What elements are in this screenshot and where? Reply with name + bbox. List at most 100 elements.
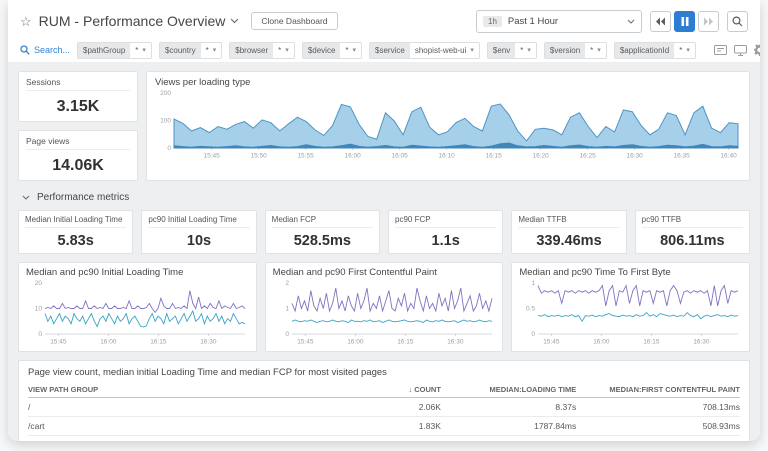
svg-text:15:45: 15:45 (50, 339, 67, 346)
table-cell-value: 2.06K (418, 402, 441, 412)
section-chevron-down-icon (22, 195, 30, 200)
svg-text:16:35: 16:35 (673, 153, 690, 160)
col-count[interactable]: ↓ COUNT (408, 385, 441, 394)
table-cell-value: 1.83K (418, 421, 441, 431)
fcp-chart-title: Median and pc90 First Contentful Paint (272, 267, 437, 278)
filter-chip-applicationId[interactable]: $applicationId * ▾ (613, 41, 696, 59)
table-header-row: VIEW PATH GROUP ↓ COUNT MEDIAN:LOADING TI… (28, 383, 740, 398)
svg-text:100: 100 (160, 118, 171, 125)
fcp-chart-tile[interactable]: Median and pc90 First Contentful Paint 0… (264, 262, 504, 352)
filter-chip-key: $applicationId (614, 42, 675, 58)
svg-text:16:10: 16:10 (438, 153, 455, 160)
filter-chip-service[interactable]: $service shopist-web-ui ▾ (369, 41, 480, 59)
gear-icon[interactable] (753, 44, 760, 56)
sessions-tile[interactable]: Sessions 3.15K (18, 71, 138, 122)
svg-text:16:20: 16:20 (532, 153, 549, 160)
metric-value: 806.11ms (660, 233, 725, 249)
metric-tile[interactable]: Median TTFB 339.46ms (511, 210, 627, 254)
page-views-label: Page views (26, 136, 130, 150)
filter-chips: $pathGroup * ▾ $country * ▾ $browser * ▾ $device *… (77, 41, 696, 59)
timeframe-chevron-down-icon[interactable] (627, 19, 635, 24)
filter-chip-pathGroup[interactable]: $pathGroup * ▾ (77, 41, 152, 59)
table-cell-path: /cart (28, 421, 45, 431)
col-median-loading-time[interactable]: MEDIAN:LOADING TIME (489, 385, 577, 394)
col-view-path-group[interactable]: VIEW PATH GROUP (28, 385, 99, 394)
chevron-down-icon: ▾ (470, 46, 474, 54)
views-per-loading-type-tile[interactable]: Views per loading type 0 100 200 15:45 15:50… (146, 71, 750, 181)
presentation-icon[interactable] (713, 45, 727, 55)
clone-dashboard-button[interactable]: Clone Dashboard (251, 12, 338, 30)
metric-tile[interactable]: pc90 TTFB 806.11ms (634, 210, 750, 254)
page-views-tile[interactable]: Page views 14.06K (18, 130, 138, 181)
table-row[interactable]: / 2.06K 8.37s 708.13ms (28, 398, 740, 417)
svg-text:0: 0 (532, 331, 536, 338)
ttfb-chart-tile[interactable]: Median and pc90 Time To First Byte 0 0.5 1… (511, 262, 750, 352)
filter-chip-value: * ▾ (273, 42, 294, 58)
chevron-down-icon: ▾ (527, 46, 531, 54)
title-chevron-down-icon[interactable] (230, 18, 239, 24)
metric-value: 10s (186, 233, 212, 249)
metric-value: 528.5ms (293, 233, 351, 249)
svg-text:16:15: 16:15 (397, 339, 414, 346)
chevron-down-icon: ▾ (352, 46, 357, 54)
filter-chip-value: * ▾ (340, 42, 362, 58)
table-cell-value: 508.93ms (702, 421, 740, 431)
svg-text:16:00: 16:00 (344, 153, 361, 160)
metric-label: Median TTFB (518, 215, 620, 228)
initial-loading-time-chart-tile[interactable]: Median and pc90 Initial Loading Time 0 10… (18, 262, 257, 352)
svg-text:0.5: 0.5 (526, 306, 535, 313)
filter-chip-value: * ▾ (200, 42, 222, 58)
svg-text:16:00: 16:00 (100, 339, 117, 346)
favorite-star-icon[interactable]: ☆ (20, 13, 32, 29)
metric-label: pc90 TTFB (641, 215, 743, 228)
table-row[interactable]: /cart 1.83K 1787.84ms 508.93ms (28, 417, 740, 436)
monitor-icon[interactable] (733, 44, 747, 56)
svg-text:15:55: 15:55 (297, 153, 314, 160)
filter-chip-browser[interactable]: $browser * ▾ (229, 41, 295, 59)
metric-label: Median FCP (271, 215, 373, 228)
metric-tile[interactable]: pc90 Initial Loading Time 10s (141, 210, 257, 254)
svg-text:1: 1 (285, 306, 289, 313)
search-input[interactable]: Search... (20, 45, 70, 55)
table-row[interactable]: /department/chairs1.52K3.73s481.84ms (28, 436, 740, 441)
svg-text:16:00: 16:00 (347, 339, 364, 346)
filter-chip-version[interactable]: $version * ▾ (543, 41, 607, 59)
col-median-fcp[interactable]: MEDIAN:FIRST CONTENTFUL PAINT (609, 385, 740, 394)
metric-tile[interactable]: Median Initial Loading Time 5.83s (18, 210, 134, 254)
metric-tile[interactable]: Median FCP 528.5ms (264, 210, 380, 254)
filter-chip-key: $pathGroup (78, 42, 131, 58)
svg-text:10: 10 (35, 306, 43, 313)
chevron-down-icon: ▾ (597, 46, 601, 54)
filter-chip-key: $device (302, 42, 341, 58)
filter-chip-key: $env (487, 42, 516, 58)
rewind-icon[interactable] (650, 10, 671, 32)
views-chart-title: Views per loading type (155, 77, 251, 88)
dashboard-content: Sessions 3.15K Page views 14.06K Views p… (8, 62, 760, 441)
svg-text:0: 0 (38, 331, 42, 338)
svg-text:16:15: 16:15 (485, 153, 502, 160)
filter-chip-value: * ▾ (515, 42, 536, 58)
svg-text:0: 0 (285, 331, 289, 338)
timeframe-selector[interactable]: 1h Past 1 Hour (476, 9, 642, 33)
performance-metrics-section-header[interactable]: Performance metrics (22, 192, 746, 203)
filter-chip-key: $service (370, 42, 410, 58)
svg-text:16:30: 16:30 (626, 153, 643, 160)
filter-chip-device[interactable]: $device * ▾ (301, 41, 363, 59)
dashboard-title: RUM - Performance Overview (38, 13, 226, 29)
filter-chip-key: $country (159, 42, 201, 58)
table-cell-value: 481.84ms (576, 440, 740, 441)
metric-tiles-row: Median Initial Loading Time 5.83s pc90 Ini… (18, 210, 750, 254)
search-icon (20, 45, 30, 55)
fast-forward-icon[interactable] (698, 10, 719, 32)
section-title: Performance metrics (37, 192, 130, 203)
filter-chip-env[interactable]: $env * ▾ (486, 41, 537, 59)
svg-text:16:30: 16:30 (200, 339, 217, 346)
pause-icon[interactable] (674, 10, 695, 32)
table-body: / 2.06K 8.37s 708.13ms/cart 1.83K 1787.84ms 50… (28, 398, 740, 441)
table-cell-value: 1.52K (348, 440, 441, 441)
filter-chip-country[interactable]: $country * ▾ (158, 41, 223, 59)
table-cell-value: 708.13ms (702, 402, 740, 412)
timeframe-label: Past 1 Hour (507, 15, 559, 27)
magnifier-icon[interactable] (727, 10, 748, 32)
metric-tile[interactable]: pc90 FCP 1.1s (388, 210, 504, 254)
